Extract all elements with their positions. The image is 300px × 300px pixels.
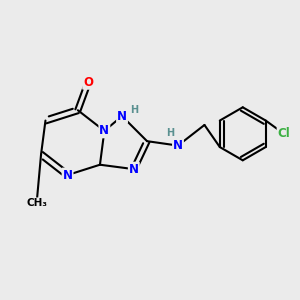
Text: Cl: Cl	[278, 127, 290, 140]
Text: O: O	[83, 76, 93, 89]
Text: H: H	[130, 105, 139, 115]
Text: N: N	[129, 163, 139, 176]
Text: N: N	[173, 139, 183, 152]
Text: N: N	[99, 124, 110, 137]
Text: H: H	[166, 128, 174, 138]
Text: CH₃: CH₃	[26, 198, 47, 208]
Text: N: N	[117, 110, 127, 123]
Text: N: N	[63, 169, 73, 182]
